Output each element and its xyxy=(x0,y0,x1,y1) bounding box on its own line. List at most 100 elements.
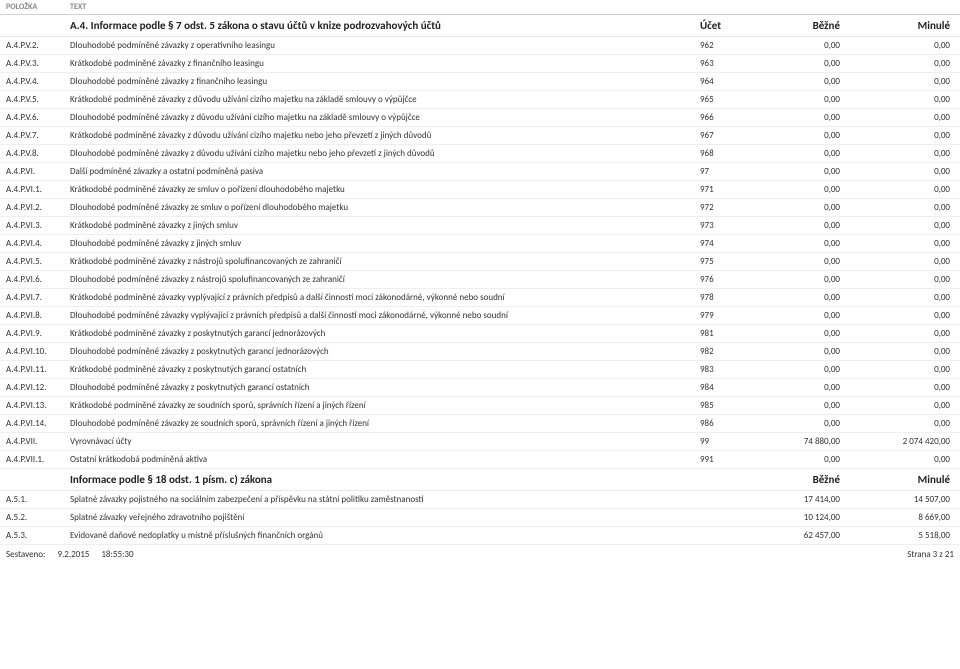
cell-bezne: 0,00 xyxy=(760,382,860,393)
cell-minule: 0,00 xyxy=(860,184,960,195)
cell-minule: 0,00 xyxy=(860,238,960,249)
table-row: A.4.P.VI.7.Krátkodobé podmíněné závazky … xyxy=(0,289,960,307)
table-row: A.4.P.VI.9.Krátkodobé podmíněné závazky … xyxy=(0,325,960,343)
cell-bezne: 0,00 xyxy=(760,184,860,195)
cell-polozka: A.4.P.V.8. xyxy=(0,148,70,159)
cell-polozka: A.4.P.VI.6. xyxy=(0,274,70,285)
cell-text: Dlouhodobé podmíněné závazky z operativn… xyxy=(70,40,700,51)
cell-polozka: A.4.P.VI.14. xyxy=(0,418,70,429)
cell-text: Krátkodobé podmíněné závazky z důvodu už… xyxy=(70,130,700,141)
cell-text: Splatné závazky veřejného zdravotního po… xyxy=(70,512,700,523)
section-minule-label: Minulé xyxy=(860,19,960,32)
cell-minule: 0,00 xyxy=(860,400,960,411)
page-footer: Sestaveno: 9.2.2015 18:55:30 Strana 3 z … xyxy=(0,545,960,562)
cell-text: Krátkodobé podmíněné závazky ze soudních… xyxy=(70,400,700,411)
section-title: A.4. Informace podle § 7 odst. 5 zákona … xyxy=(70,19,700,32)
cell-ucet: 982 xyxy=(700,346,760,357)
header-polozka: POLOŽKA xyxy=(0,2,70,12)
cell-polozka: A.4.P.VI. xyxy=(0,166,70,177)
cell-polozka: A.4.P.VI.2. xyxy=(0,202,70,213)
cell-bezne: 0,00 xyxy=(760,328,860,339)
cell-minule: 2 074 420,00 xyxy=(860,436,960,447)
cell-minule: 8 669,00 xyxy=(860,512,960,523)
cell-ucet: 979 xyxy=(700,310,760,321)
cell-minule: 0,00 xyxy=(860,292,960,303)
cell-bezne: 62 457,00 xyxy=(760,530,860,541)
cell-bezne: 0,00 xyxy=(760,400,860,411)
section-header-2: Informace podle § 18 odst. 1 písm. c) zá… xyxy=(0,469,960,491)
cell-ucet: 978 xyxy=(700,292,760,303)
cell-bezne: 0,00 xyxy=(760,40,860,51)
cell-bezne: 0,00 xyxy=(760,346,860,357)
cell-ucet: 964 xyxy=(700,76,760,87)
section-title: Informace podle § 18 odst. 1 písm. c) zá… xyxy=(70,473,700,486)
cell-bezne: 0,00 xyxy=(760,310,860,321)
cell-minule: 5 518,00 xyxy=(860,530,960,541)
cell-minule: 14 507,00 xyxy=(860,494,960,505)
cell-ucet: 965 xyxy=(700,94,760,105)
table-row: A.4.P.VI.10.Dlouhodobé podmíněné závazky… xyxy=(0,343,960,361)
cell-text: Krátkodobé podmíněné závazky z poskytnut… xyxy=(70,328,700,339)
table-row: A.4.P.V.8.Dlouhodobé podmíněné závazky z… xyxy=(0,145,960,163)
cell-bezne: 0,00 xyxy=(760,274,860,285)
cell-bezne: 0,00 xyxy=(760,418,860,429)
cell-polozka: A.4.P.V.3. xyxy=(0,58,70,69)
section-ucet-label: Účet xyxy=(700,19,760,32)
cell-text: Dlouhodobé podmíněné závazky ze soudních… xyxy=(70,418,700,429)
cell-polozka: A.4.P.V.7. xyxy=(0,130,70,141)
cell-polozka: A.4.P.VII.1. xyxy=(0,454,70,465)
cell-ucet: 983 xyxy=(700,364,760,375)
cell-bezne: 0,00 xyxy=(760,202,860,213)
section-ucet-label xyxy=(700,473,760,486)
cell-minule: 0,00 xyxy=(860,346,960,357)
table-row: A.4.P.VI.14.Dlouhodobé podmíněné závazky… xyxy=(0,415,960,433)
cell-minule: 0,00 xyxy=(860,220,960,231)
table-header: POLOŽKA TEXT xyxy=(0,0,960,15)
cell-bezne: 0,00 xyxy=(760,112,860,123)
cell-bezne: 0,00 xyxy=(760,292,860,303)
section-minule-label: Minulé xyxy=(860,473,960,486)
cell-polozka: A.4.P.VI.13. xyxy=(0,400,70,411)
cell-ucet: 967 xyxy=(700,130,760,141)
table-row: A.4.P.VI.Další podmíněné závazky a ostat… xyxy=(0,163,960,181)
cell-text: Dlouhodobé podmíněné závazky ze smluv o … xyxy=(70,202,700,213)
cell-bezne: 0,00 xyxy=(760,364,860,375)
cell-bezne: 0,00 xyxy=(760,94,860,105)
cell-bezne: 0,00 xyxy=(760,256,860,267)
cell-polozka: A.4.P.VI.7. xyxy=(0,292,70,303)
cell-ucet: 984 xyxy=(700,382,760,393)
table-row: A.4.P.VI.5.Krátkodobé podmíněné závazky … xyxy=(0,253,960,271)
cell-ucet: 963 xyxy=(700,58,760,69)
section-polozka xyxy=(0,473,70,486)
cell-text: Dlouhodobé podmíněné závazky z poskytnut… xyxy=(70,382,700,393)
cell-ucet xyxy=(700,494,760,505)
table-row: A.4.P.VII.1.Ostatní krátkodobá podmíněná… xyxy=(0,451,960,469)
cell-polozka: A.5.2. xyxy=(0,512,70,523)
cell-minule: 0,00 xyxy=(860,94,960,105)
cell-bezne: 0,00 xyxy=(760,58,860,69)
table-row: A.4.P.V.6.Dlouhodobé podmíněné závazky z… xyxy=(0,109,960,127)
cell-text: Krátkodobé podmíněné závazky vyplývající… xyxy=(70,292,700,303)
cell-minule: 0,00 xyxy=(860,166,960,177)
cell-bezne: 0,00 xyxy=(760,166,860,177)
table-row: A.4.P.VI.8.Dlouhodobé podmíněné závazky … xyxy=(0,307,960,325)
cell-text: Další podmíněné závazky a ostatní podmín… xyxy=(70,166,700,177)
cell-polozka: A.4.P.VI.8. xyxy=(0,310,70,321)
cell-text: Dlouhodobé podmíněné závazky z důvodu už… xyxy=(70,112,700,123)
cell-minule: 0,00 xyxy=(860,256,960,267)
cell-ucet: 99 xyxy=(700,436,760,447)
table-row: A.4.P.V.2.Dlouhodobé podmíněné závazky z… xyxy=(0,37,960,55)
table-row: A.5.1.Splatné závazky pojistného na soci… xyxy=(0,491,960,509)
cell-minule: 0,00 xyxy=(860,76,960,87)
cell-ucet: 981 xyxy=(700,328,760,339)
cell-minule: 0,00 xyxy=(860,382,960,393)
table-row: A.4.P.VI.12.Dlouhodobé podmíněné závazky… xyxy=(0,379,960,397)
cell-ucet: 971 xyxy=(700,184,760,195)
cell-minule: 0,00 xyxy=(860,310,960,321)
cell-minule: 0,00 xyxy=(860,454,960,465)
cell-text: Krátkodobé podmíněné závazky z nástrojů … xyxy=(70,256,700,267)
table-row: A.4.P.V.5.Krátkodobé podmíněné závazky z… xyxy=(0,91,960,109)
cell-polozka: A.4.P.VI.4. xyxy=(0,238,70,249)
cell-text: Ostatní krátkodobá podmíněná aktiva xyxy=(70,454,700,465)
cell-text: Evidované daňové nedoplatky u místně pří… xyxy=(70,530,700,541)
